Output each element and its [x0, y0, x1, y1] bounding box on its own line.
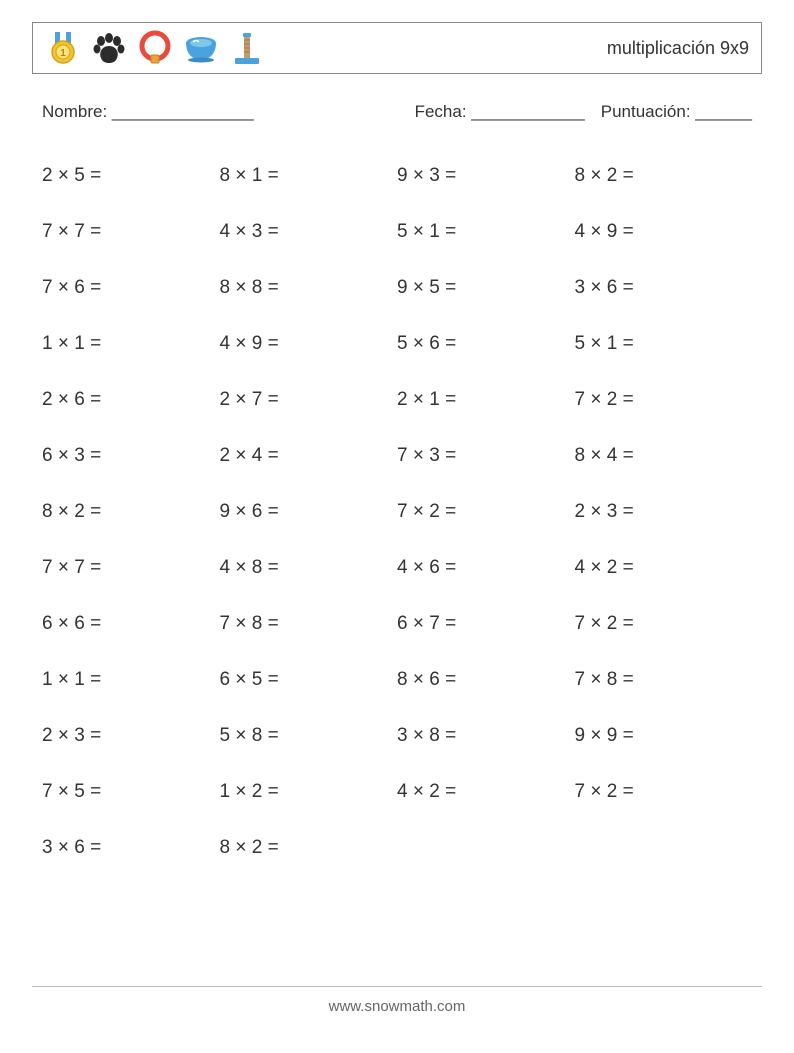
problem-cell	[575, 820, 753, 876]
problem-cell: 8 × 4 =	[575, 428, 753, 484]
problem-cell: 4 × 2 =	[397, 764, 575, 820]
problem-cell: 7 × 2 =	[575, 764, 753, 820]
footer-url: www.snowmath.com	[0, 998, 794, 1015]
date-field-label: Fecha: ____________	[415, 102, 585, 122]
problem-cell: 1 × 2 =	[220, 764, 398, 820]
problem-cell: 5 × 1 =	[575, 316, 753, 372]
info-right: Fecha: ____________ Puntuación: ______	[415, 102, 752, 122]
problem-cell: 3 × 8 =	[397, 708, 575, 764]
problem-cell: 7 × 7 =	[42, 540, 220, 596]
medal-icon: 1	[45, 30, 81, 66]
problem-cell: 5 × 8 =	[220, 708, 398, 764]
name-field-label: Nombre: _______________	[42, 102, 254, 122]
problem-cell: 2 × 4 =	[220, 428, 398, 484]
worksheet-page: 1	[0, 0, 794, 1053]
problem-cell: 8 × 2 =	[42, 484, 220, 540]
footer-divider	[32, 986, 762, 987]
problem-cell: 2 × 1 =	[397, 372, 575, 428]
problem-cell: 4 × 9 =	[220, 316, 398, 372]
score-field-label: Puntuación: ______	[601, 102, 752, 122]
problem-cell: 7 × 8 =	[220, 596, 398, 652]
problem-cell: 9 × 3 =	[397, 148, 575, 204]
problem-cell: 7 × 2 =	[575, 372, 753, 428]
problem-cell: 1 × 1 =	[42, 652, 220, 708]
problem-cell: 5 × 1 =	[397, 204, 575, 260]
collar-icon	[137, 30, 173, 66]
icon-row: 1	[45, 30, 265, 66]
problem-cell: 5 × 6 =	[397, 316, 575, 372]
problem-cell: 6 × 5 =	[220, 652, 398, 708]
paw-icon	[91, 30, 127, 66]
problem-cell: 9 × 6 =	[220, 484, 398, 540]
problem-cell: 6 × 7 =	[397, 596, 575, 652]
problem-cell: 1 × 1 =	[42, 316, 220, 372]
scratch-post-icon	[229, 30, 265, 66]
header-box: 1	[32, 22, 762, 74]
problem-cell: 7 × 6 =	[42, 260, 220, 316]
info-row: Nombre: _______________ Fecha: _________…	[32, 102, 762, 122]
problem-cell: 8 × 1 =	[220, 148, 398, 204]
problem-cell: 7 × 2 =	[397, 484, 575, 540]
svg-text:1: 1	[60, 48, 66, 59]
problem-cell: 4 × 3 =	[220, 204, 398, 260]
problem-cell: 4 × 6 =	[397, 540, 575, 596]
problem-cell: 2 × 3 =	[575, 484, 753, 540]
problem-cell: 2 × 7 =	[220, 372, 398, 428]
problems-grid: 2 × 5 =8 × 1 =9 × 3 =8 × 2 =7 × 7 =4 × 3…	[32, 148, 762, 876]
problem-cell: 2 × 6 =	[42, 372, 220, 428]
problem-cell: 8 × 2 =	[575, 148, 753, 204]
bowl-icon	[183, 30, 219, 66]
problem-cell: 9 × 5 =	[397, 260, 575, 316]
problem-cell	[397, 820, 575, 876]
problem-cell: 7 × 8 =	[575, 652, 753, 708]
problem-cell: 2 × 3 =	[42, 708, 220, 764]
problem-cell: 7 × 2 =	[575, 596, 753, 652]
problem-cell: 7 × 3 =	[397, 428, 575, 484]
problem-cell: 3 × 6 =	[42, 820, 220, 876]
problem-cell: 6 × 6 =	[42, 596, 220, 652]
problem-cell: 4 × 2 =	[575, 540, 753, 596]
problem-cell: 9 × 9 =	[575, 708, 753, 764]
worksheet-title: multiplicación 9x9	[607, 38, 749, 59]
problem-cell: 4 × 8 =	[220, 540, 398, 596]
problem-cell: 8 × 2 =	[220, 820, 398, 876]
problem-cell: 2 × 5 =	[42, 148, 220, 204]
problem-cell: 3 × 6 =	[575, 260, 753, 316]
problem-cell: 8 × 8 =	[220, 260, 398, 316]
problem-cell: 7 × 7 =	[42, 204, 220, 260]
problem-cell: 7 × 5 =	[42, 764, 220, 820]
problem-cell: 8 × 6 =	[397, 652, 575, 708]
problem-cell: 6 × 3 =	[42, 428, 220, 484]
problem-cell: 4 × 9 =	[575, 204, 753, 260]
